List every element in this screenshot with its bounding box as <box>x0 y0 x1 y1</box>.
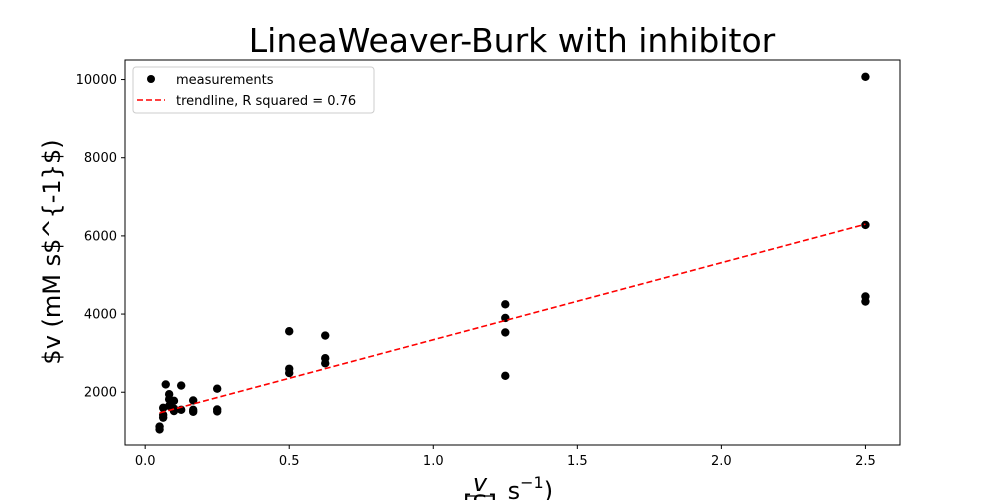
legend-label-measurements: measurements <box>176 73 274 88</box>
legend: measurements trendline, R squared = 0.76 <box>132 66 375 114</box>
x-axis-label-denominator: [S] <box>463 490 497 500</box>
y-axis-label: $v (mM s$^{-1}$) <box>38 139 66 364</box>
x-axis-label-exponent: −1 <box>520 473 544 492</box>
data-point <box>169 404 179 413</box>
x-axis-label-unit: s−1) <box>500 473 553 500</box>
x-axis-label-close: ) <box>544 477 553 500</box>
y-tick-label: 4000 <box>84 308 117 323</box>
trendline <box>159 223 866 414</box>
x-tick-label: 0.5 <box>279 454 300 469</box>
data-point <box>155 422 164 431</box>
legend-marker-measurements <box>147 75 155 83</box>
data-point <box>321 354 330 363</box>
x-tick-label: 2.5 <box>855 454 876 469</box>
data-point <box>501 300 510 309</box>
x-axis-label-unit-text: s <box>500 477 520 500</box>
data-point <box>169 396 179 406</box>
x-tick-label: 1.5 <box>567 454 588 469</box>
plot-frame <box>124 59 901 446</box>
data-point <box>861 72 870 82</box>
legend-label-trendline: trendline, R squared = 0.76 <box>176 94 356 109</box>
data-point <box>164 389 174 399</box>
data-point <box>212 405 222 414</box>
y-tick-label: 2000 <box>84 386 117 401</box>
y-tick-label: 6000 <box>84 229 117 244</box>
plot-marks <box>155 72 870 434</box>
data-point <box>285 327 294 336</box>
x-tick-label: 1.0 <box>423 454 444 469</box>
x-tick-label: 2.0 <box>711 454 732 469</box>
data-point <box>188 396 198 405</box>
data-point <box>321 331 330 340</box>
legend-box <box>132 66 375 114</box>
data-point <box>861 292 870 301</box>
y-tick-label: 10000 <box>76 73 117 88</box>
data-point <box>161 380 170 389</box>
data-point <box>212 384 222 393</box>
axis-ticks: 0.0 0.5 1.0 1.5 2.0 2.5 2000 4000 6000 8000 10000 <box>76 73 876 469</box>
data-point <box>176 381 186 390</box>
data-point <box>285 364 294 373</box>
data-point <box>188 405 198 415</box>
chart-title: LineaWeaver-Burk with inhibitor <box>249 21 776 60</box>
data-point <box>501 371 510 381</box>
y-tick-label: 8000 <box>84 151 117 166</box>
x-tick-label: 0.0 <box>135 454 156 469</box>
data-point <box>501 328 510 337</box>
x-axis-label-numerator: v <box>473 469 488 497</box>
x-axis-label: v [S] s−1) <box>463 469 553 500</box>
